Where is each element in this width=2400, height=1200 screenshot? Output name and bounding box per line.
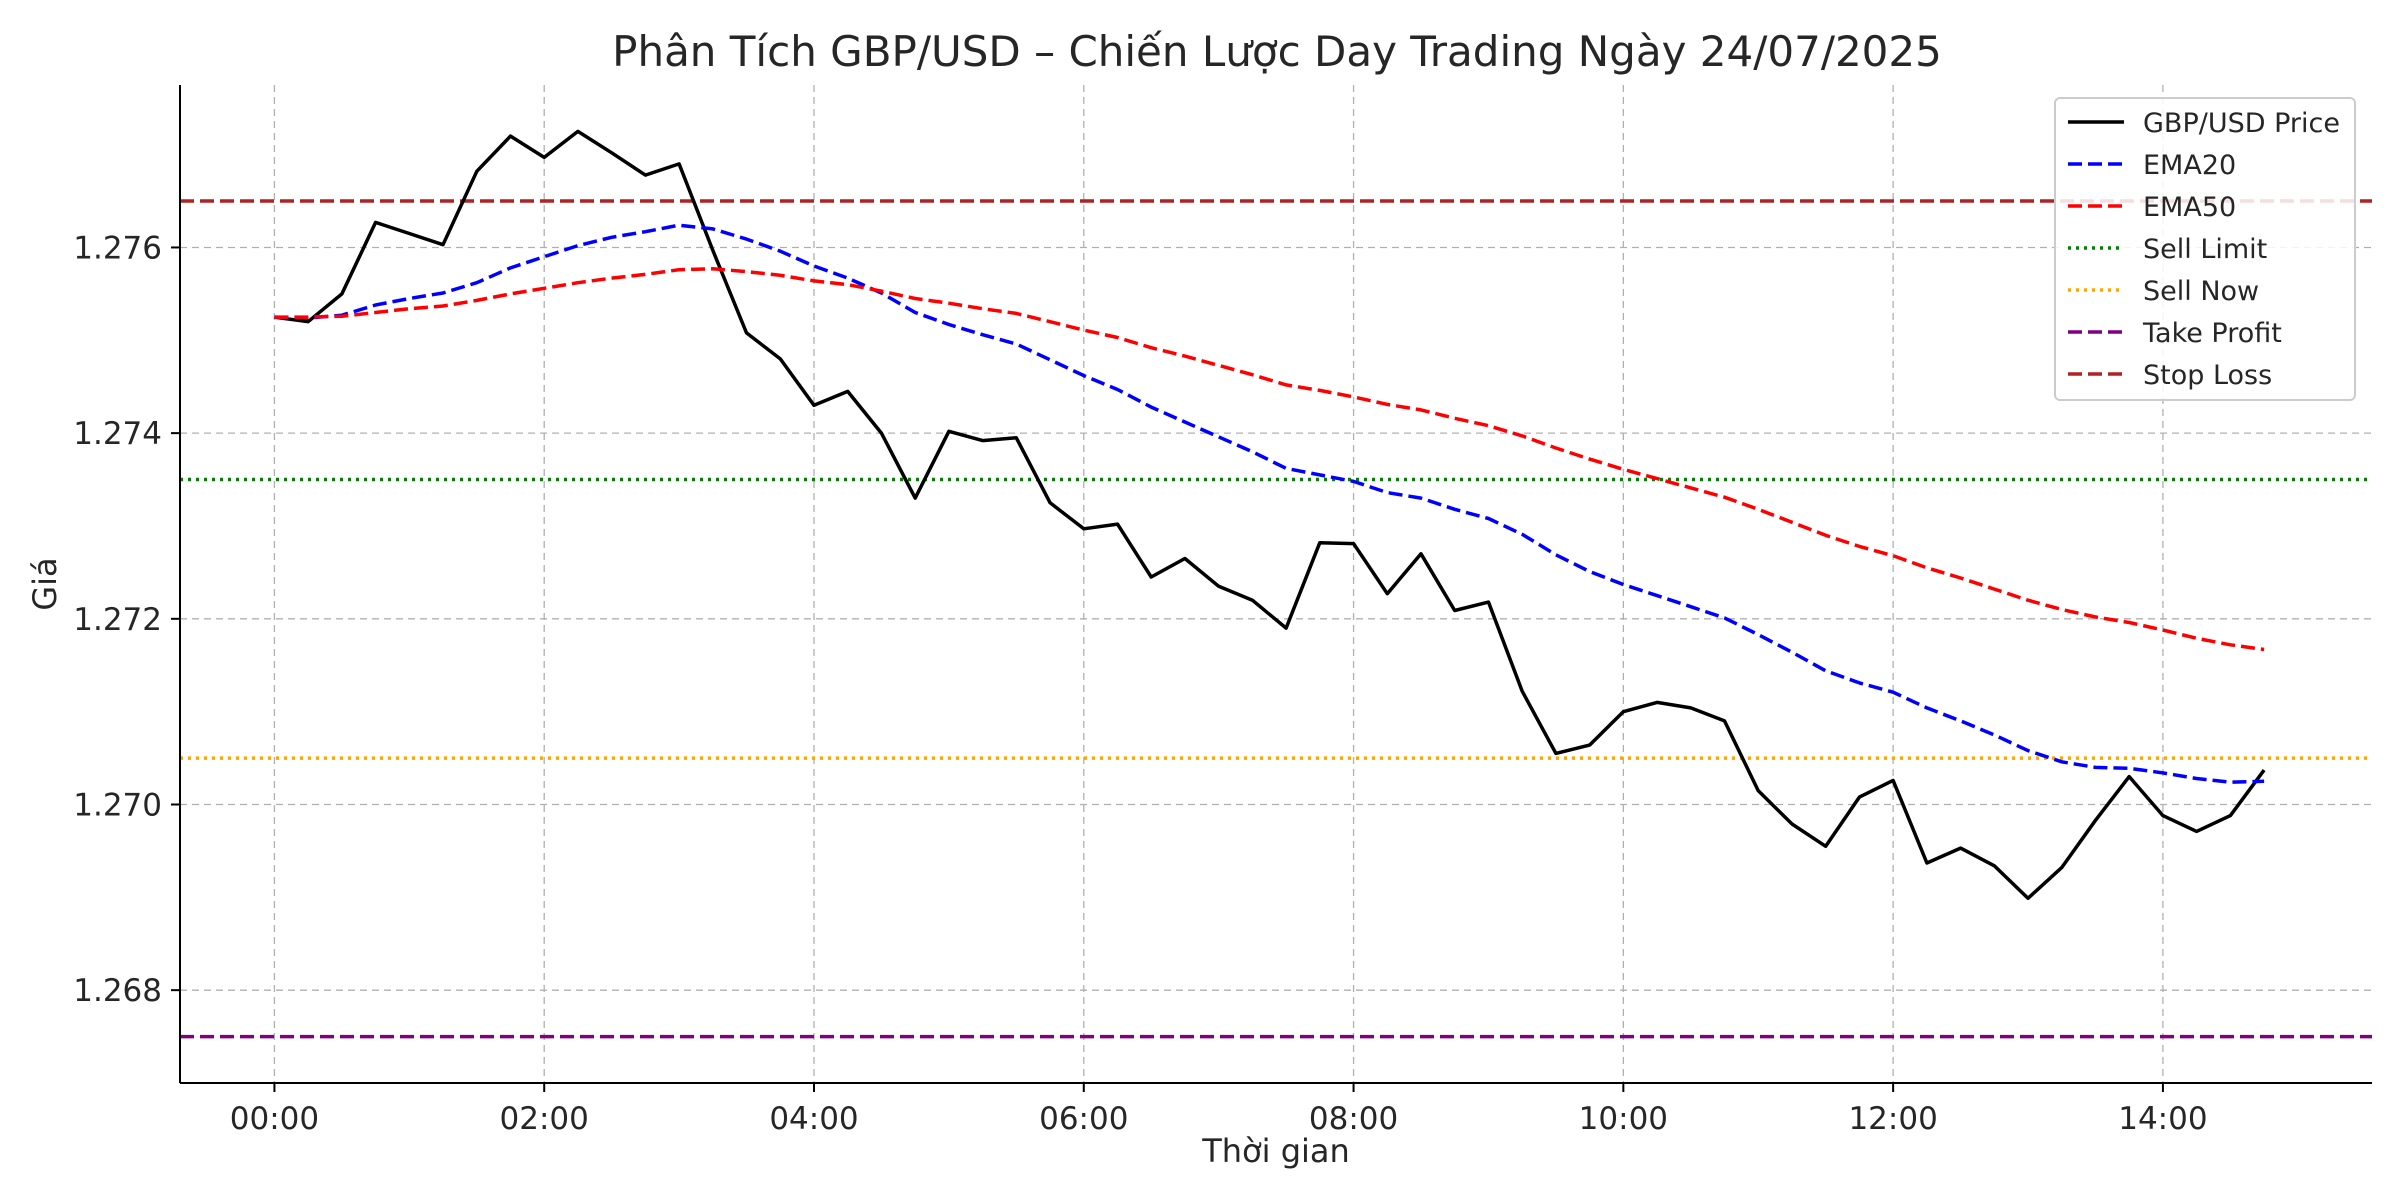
y-axis-label: Giá (26, 557, 64, 610)
x-tick-label: 08:00 (1309, 1101, 1398, 1137)
x-axis-label: Thời gian (1201, 1132, 1350, 1170)
series-ema20 (274, 223, 2265, 784)
legend-label: EMA50 (2143, 192, 2236, 223)
x-tick-label: 10:00 (1579, 1101, 1668, 1137)
y-tick-label: 1.272 (73, 602, 162, 638)
x-tick-label: 06:00 (1039, 1101, 1128, 1137)
y-tick-label: 1.268 (73, 973, 162, 1009)
legend-label: GBP/USD Price (2143, 108, 2340, 139)
legend-frame (2054, 97, 2356, 401)
legend: GBP/USD Price EMA20 EMA50 Sell Limit Sell No… (2054, 97, 2356, 401)
x-tick-label: 12:00 (1848, 1101, 1937, 1137)
legend-label: Take Profit (2142, 318, 2282, 349)
x-tick-label: 02:00 (500, 1101, 589, 1137)
x-tick-label: 00:00 (230, 1101, 319, 1137)
legend-label: Sell Limit (2143, 234, 2267, 265)
series-gbp-usd-price (274, 129, 2266, 901)
chart-title: Phân Tích GBP/USD – Chiến Lược Day Tradi… (612, 27, 1942, 76)
grid (180, 85, 2372, 1083)
legend-label: Stop Loss (2143, 360, 2272, 391)
y-ticks: 1.268 1.270 1.272 1.274 1.276 (73, 230, 180, 1009)
x-tick-label: 04:00 (769, 1101, 858, 1137)
x-tick-label: 14:00 (2118, 1101, 2207, 1137)
legend-label: Sell Now (2143, 276, 2259, 307)
y-tick-label: 1.270 (73, 787, 162, 823)
x-ticks: 00:00 02:00 04:00 06:00 08:00 10:00 12:00 14:00 (230, 1083, 2208, 1137)
y-tick-label: 1.274 (73, 416, 162, 452)
series-lines (274, 129, 2266, 901)
level-lines (180, 199, 2372, 1039)
y-tick-label: 1.276 (73, 230, 162, 266)
series-ema50 (274, 267, 2265, 652)
legend-label: EMA20 (2143, 150, 2236, 181)
axes (179, 85, 2372, 1084)
